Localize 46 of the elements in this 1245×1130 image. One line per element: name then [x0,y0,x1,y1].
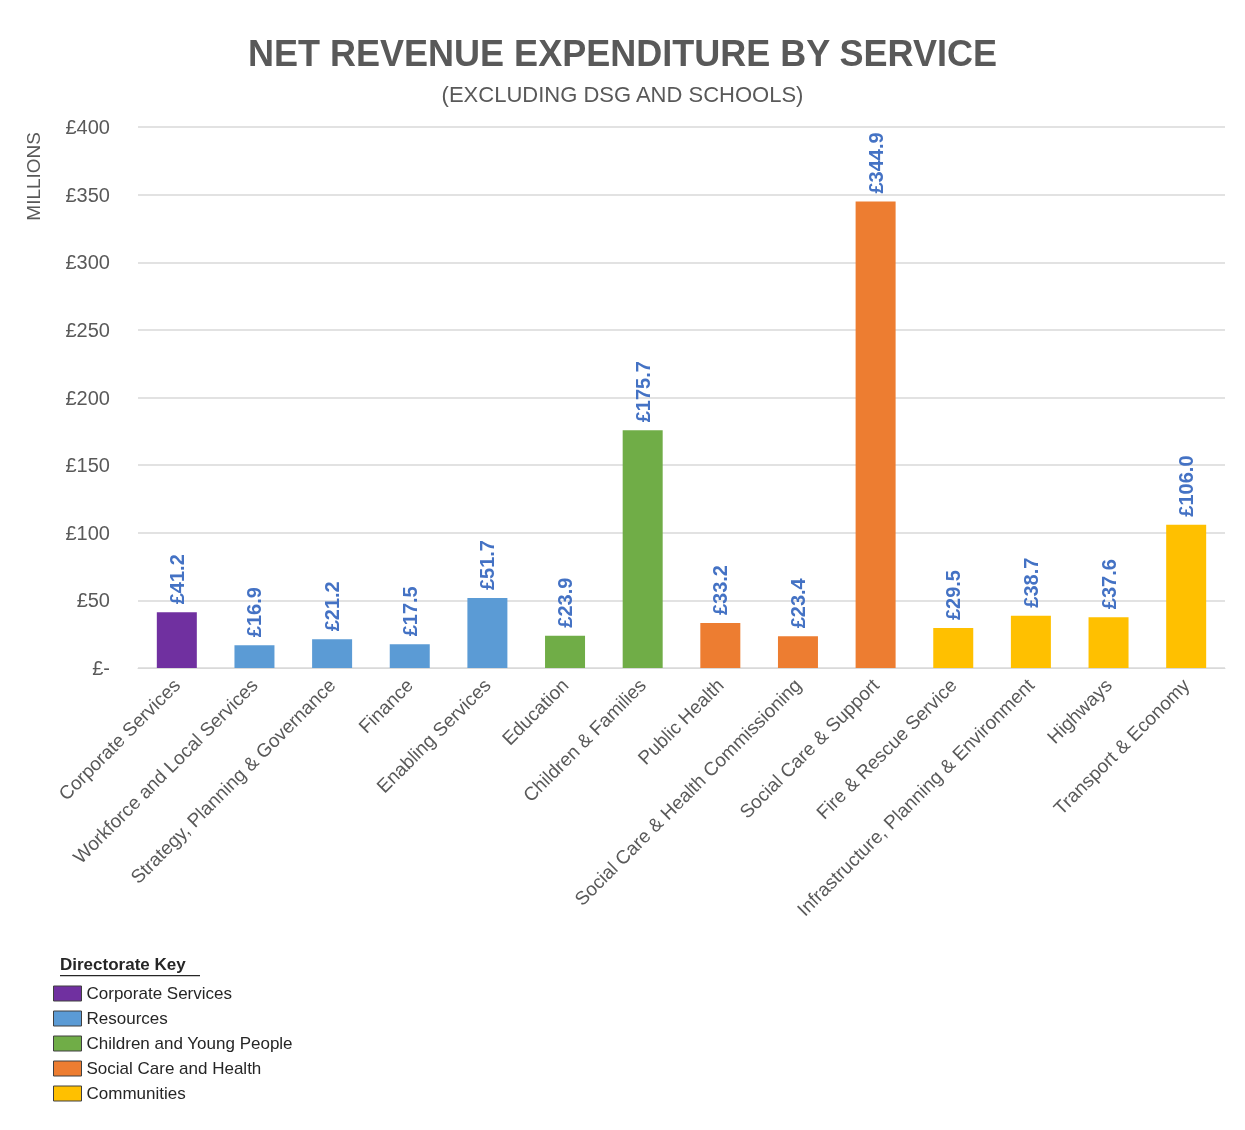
data-label: £344.9 [864,132,887,194]
legend-label: Corporate Services [86,984,233,1003]
bar [389,644,430,668]
data-label: £41.2 [165,554,188,605]
y-tick-label: £400 [65,116,110,138]
y-tick-label: £300 [65,251,110,274]
bar [700,623,741,668]
y-tick-label: £- [92,657,110,679]
data-label: £51.7 [476,540,499,591]
bar [467,598,508,668]
bar [622,430,663,668]
bar [1166,524,1207,668]
legend-label: Communities [86,1084,186,1103]
bar [1088,617,1129,668]
data-label: £38.7 [1019,557,1042,608]
data-label: £106.0 [1175,455,1198,517]
bar [777,636,818,668]
data-label: £37.6 [1097,559,1120,610]
chart-title: NET REVENUE EXPENDITURE BY SERVICE [248,32,997,74]
bar [1010,615,1051,668]
y-tick-label: £350 [65,183,110,206]
y-tick-label: £150 [65,454,110,477]
data-label: £23.9 [554,577,577,628]
data-label: £33.2 [709,565,732,616]
bar [312,639,353,668]
data-label: £23.4 [786,577,809,629]
y-tick-label: £50 [76,589,110,612]
chart-subtitle: (EXCLUDING DSG AND SCHOOLS) [441,81,804,107]
bar [855,201,896,668]
bar [156,612,197,668]
legend-label: Resources [86,1009,168,1028]
data-label: £175.7 [631,361,654,423]
bar [545,635,586,668]
y-tick-label: £250 [65,318,110,341]
y-tick-label: £200 [65,386,110,409]
bar [933,628,974,668]
data-label: £16.9 [243,587,266,638]
legend-label: Social Care and Health [86,1059,262,1078]
y-tick-label: £100 [65,521,110,544]
bar [234,645,275,668]
legend-title: Directorate Key [60,955,187,974]
legend-label: Children and Young People [86,1034,293,1053]
y-axis-title: MILLIONS [23,131,44,221]
data-label: £17.5 [398,586,421,637]
data-label: £21.2 [321,581,344,632]
data-label: £29.5 [942,570,965,621]
